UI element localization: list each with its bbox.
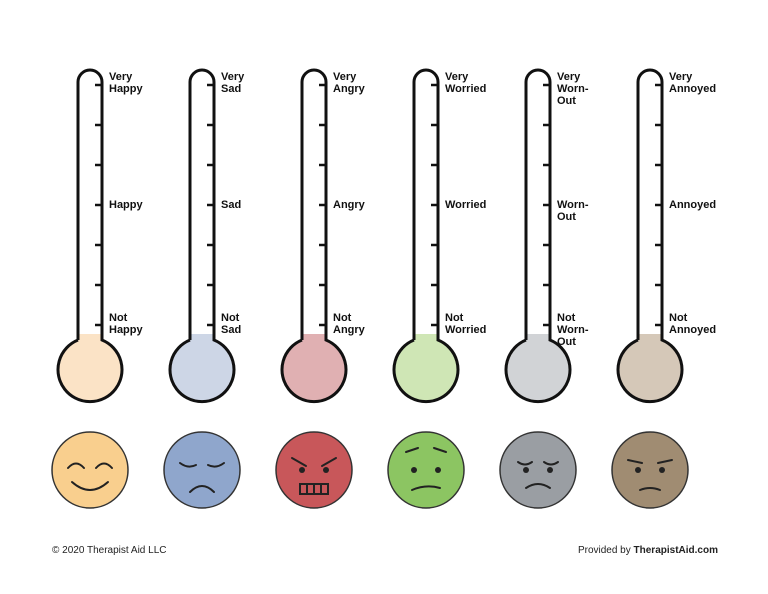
level-label: Very Worried: [445, 71, 487, 95]
level-label: Very Sad: [221, 71, 245, 95]
bulb-fill-neck: [639, 334, 661, 346]
thermometer-outline: [168, 68, 236, 404]
eye: [547, 467, 553, 473]
provided-by: Provided by TherapistAid.com: [578, 545, 718, 556]
level-label: Not Annoyed: [669, 312, 717, 336]
level-label: Angry: [333, 199, 365, 211]
face-feature: [627, 459, 643, 464]
level-label: Very Annoyed: [669, 71, 717, 95]
face-feature: [411, 485, 441, 491]
face: [51, 431, 129, 509]
face-feature: [71, 481, 109, 491]
eye: [635, 467, 641, 473]
face-feature: [321, 457, 337, 467]
bulb-fill-neck: [303, 334, 325, 346]
face-feature: [525, 483, 551, 489]
bulb: [618, 338, 682, 402]
level-label: Not Worn-Out: [557, 312, 589, 348]
thermometer-outline: [56, 68, 124, 404]
level-label: Annoyed: [669, 199, 717, 211]
face-feature: [639, 487, 661, 491]
bulb: [282, 338, 346, 402]
thermometer-outline: [504, 68, 572, 404]
level-label: Not Happy: [109, 312, 143, 336]
bulb: [58, 338, 122, 402]
face-feature: [189, 485, 215, 493]
copyright: © 2020 Therapist Aid LLC: [52, 545, 167, 556]
eye: [435, 467, 441, 473]
level-label: Happy: [109, 199, 143, 211]
face-feature: [517, 461, 533, 466]
face: [387, 431, 465, 509]
level-label: Not Angry: [333, 312, 365, 336]
level-label: Not Sad: [221, 312, 242, 336]
provided-label: Provided by: [577, 545, 631, 556]
face-feature: [433, 447, 447, 453]
eye: [411, 467, 417, 473]
face: [611, 431, 689, 509]
level-label: Not Worried: [445, 312, 487, 336]
face: [275, 431, 353, 509]
bulb-fill-neck: [191, 334, 213, 346]
level-label: Very Worn-Out: [557, 71, 589, 107]
level-label: Sad: [221, 199, 242, 211]
eye: [523, 467, 529, 473]
level-label: Very Angry: [333, 71, 365, 95]
bulb-fill-neck: [79, 334, 101, 346]
thermometer-outline: [616, 68, 684, 404]
thermometer-outline: [392, 68, 460, 404]
level-label: Worried: [445, 199, 487, 211]
face-feature: [67, 462, 85, 469]
site-name: TherapistAid.com: [633, 545, 718, 556]
level-label: Worn-Out: [557, 199, 589, 223]
face-feature: [291, 457, 307, 467]
thermometer-outline: [280, 68, 348, 404]
bulb-fill-neck: [415, 334, 437, 346]
face-feature: [657, 459, 673, 464]
eye: [659, 467, 665, 473]
eye: [299, 467, 305, 473]
bulb: [170, 338, 234, 402]
face: [163, 431, 241, 509]
face-feature: [543, 461, 559, 466]
face: [499, 431, 577, 509]
eye: [323, 467, 329, 473]
face-feature: [179, 462, 197, 468]
bulb: [506, 338, 570, 402]
face-feature: [95, 462, 113, 469]
face-feature: [299, 483, 329, 495]
bulb: [394, 338, 458, 402]
face-feature: [405, 447, 419, 453]
bulb-fill-neck: [527, 334, 549, 346]
level-label: Very Happy: [109, 71, 143, 95]
face-feature: [207, 462, 225, 468]
